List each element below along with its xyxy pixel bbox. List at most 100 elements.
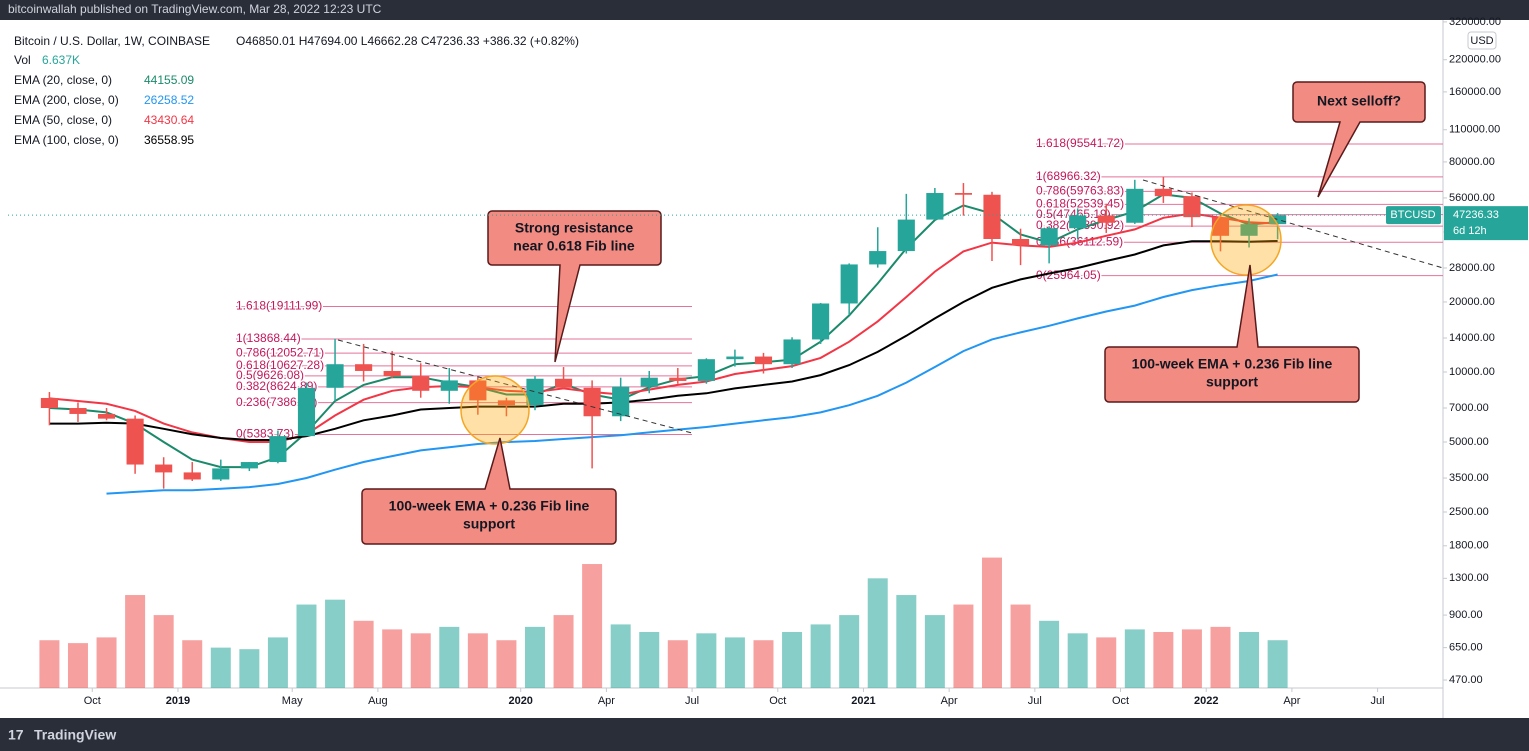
highlight-circle [1210,204,1282,276]
legend-value: 26258.52 [144,93,194,107]
x-tick-label: Aug [368,695,388,707]
volume-bar [753,640,774,688]
volume-bar [496,640,517,688]
volume-bar [582,564,603,688]
fib-label: 0(25964.05) [1036,268,1101,282]
candle-body [69,408,87,414]
volume-bar [1124,629,1145,688]
volume-bar [353,620,374,688]
callout-text: support [463,516,515,532]
y-tick-label: 3500.00 [1449,472,1489,484]
x-tick-label: Jul [1028,695,1042,707]
fib-label: 0.786(12052.71) [236,345,324,359]
fib-label: 1.618(19111.99) [236,299,322,313]
y-tick-label: 80000.00 [1449,156,1495,168]
candle-body [669,377,687,381]
volume-bar [125,595,146,688]
publisher: bitcoinwallah published on TradingView.c… [8,2,382,16]
callout: 100-week EMA + 0.236 Fib line support [361,437,617,545]
callout: Strong resistance near 0.618 Fib line [487,210,662,363]
fib-label: 0.5(9626.08) [236,368,304,382]
volume-bar [1039,620,1060,688]
volume-value: 6.637K [42,53,80,67]
y-tick-label: 20000.00 [1449,296,1495,308]
candle-body [869,251,887,265]
candle-body [40,397,58,409]
y-tick-label: 10000.00 [1449,366,1495,378]
volume-bar [1153,631,1174,688]
candle-body [840,264,858,304]
footer-brand: TradingView [34,727,116,743]
candle-layer [40,176,1287,489]
candle-body [297,387,316,437]
candle-body [1126,188,1144,223]
x-tick-label: Apr [1283,695,1300,707]
candle-body [355,364,373,371]
volume-bar [1267,640,1288,688]
y-tick-label: 2500.00 [1449,506,1489,518]
y-tick-label: 160000.00 [1449,86,1501,98]
callout: Next selloff? [1292,81,1426,198]
volume-bar [839,615,860,688]
legend-value: 36558.95 [144,133,194,147]
x-tick-label: May [282,695,303,707]
volume-bar [524,626,545,688]
legend: Bitcoin / U.S. Dollar, 1W, COINBASE O468… [6,30,646,148]
callout-box [1292,81,1426,198]
legend-name: EMA (100, close, 0) [14,133,119,147]
volume-bar [39,640,60,688]
volume-bar [896,595,917,688]
price-tag-symbol-bg [1386,206,1441,225]
volume-bar [981,557,1002,688]
candle-body [412,376,430,391]
candle-body [440,380,458,391]
volume-bar [439,626,460,688]
price-tag-bg [1444,206,1528,241]
price-tag-symbol: BTCUSD [1390,209,1435,221]
x-tick-label: Oct [769,695,786,707]
volume-bar [1181,629,1202,688]
volume-bar [1010,604,1031,688]
volume-bar [1239,631,1260,688]
candle-body [1040,228,1058,246]
volume-bar [1210,626,1231,688]
volume-bar [667,640,688,688]
highlight-circle [460,375,530,445]
candle-body [612,386,630,417]
callout-text: Next selloff? [1317,93,1401,109]
legend-value: 44155.09 [144,73,194,87]
x-tick-label: Apr [941,695,958,707]
y-tick-label: 28000.00 [1449,262,1495,274]
candle-body [383,370,401,377]
x-tick-label: 2019 [166,695,190,707]
fib-label: 1(13868.44) [236,331,301,345]
x-tick-label: Oct [84,695,101,707]
candle-body [1069,215,1087,229]
volume-bar [1067,633,1088,688]
volume-bar [296,604,317,688]
volume-bar [610,624,631,688]
y-tick-label: 7000.00 [1449,402,1489,414]
trend-line [1142,179,1444,269]
currency-box [1467,31,1497,50]
x-tick-label: 2021 [851,695,875,707]
candle-body [497,400,515,406]
legend-name: EMA (50, close, 0) [14,113,112,127]
callout-text: support [1206,374,1258,390]
volume-bar [724,637,745,688]
volume-bar [325,599,346,688]
callout-text: 100-week EMA + 0.236 Fib line [389,498,590,514]
candle-body [726,356,744,360]
fib-label: 1.618(95541.72) [1036,136,1124,150]
candle-body [1183,196,1201,218]
footer-logo: 17 [8,727,24,743]
y-tick-label: 220000.00 [1449,54,1501,66]
candle-body [897,219,915,252]
fib-label: 0.236(7386.12) [236,395,317,409]
volume-bar [239,649,260,688]
volume-tick-label: 650.00 [1449,642,1483,654]
x-tick-label: Jul [1371,695,1385,707]
volume-bar [867,578,888,688]
candle-body [697,359,715,381]
candle-body [469,380,487,401]
